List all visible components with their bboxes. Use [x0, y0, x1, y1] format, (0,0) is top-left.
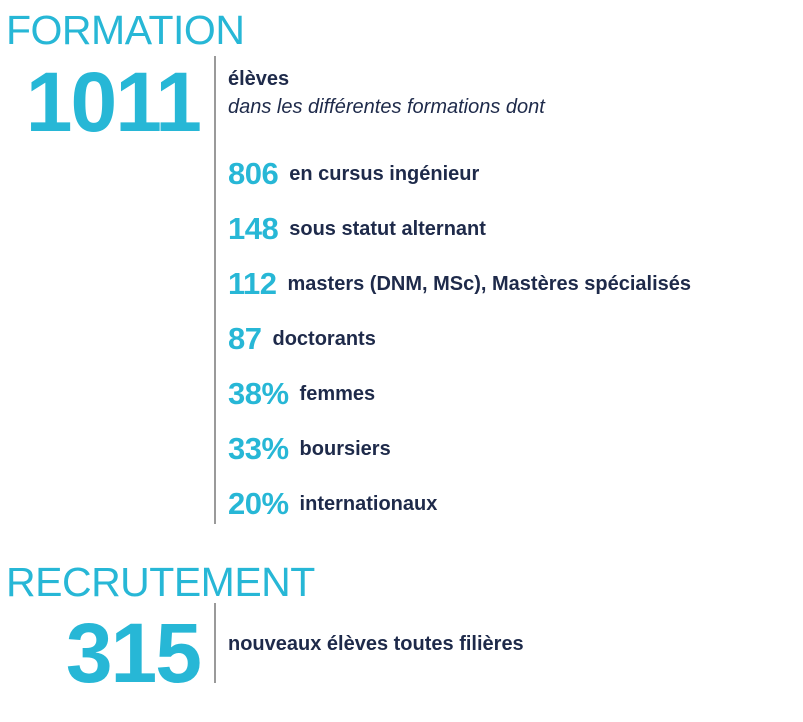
formation-divider [214, 56, 216, 524]
stat-label: boursiers [299, 438, 391, 460]
stat-row-ingenieur: 806 en cursus ingénieur [228, 146, 691, 201]
formation-stats-list: 806 en cursus ingénieur 148 sous statut … [228, 146, 691, 531]
stat-row-internationaux: 20% internationaux [228, 476, 691, 531]
recrutement-total-number: 315 [65, 606, 202, 700]
formation-title: FORMATION [6, 7, 245, 53]
stat-value: 148 [228, 210, 279, 246]
stat-value: 20% [228, 485, 289, 521]
stat-row-alternant: 148 sous statut alternant [228, 201, 691, 256]
stat-value: 33% [228, 430, 289, 466]
formation-total-number: 1011 [25, 55, 202, 149]
stat-label: en cursus ingénieur [289, 163, 480, 185]
stat-row-femmes: 38% femmes [228, 366, 691, 421]
stat-label: femmes [299, 383, 376, 405]
stat-label: sous statut alternant [289, 218, 486, 240]
stat-row-boursiers: 33% boursiers [228, 421, 691, 476]
stat-value: 87 [228, 320, 262, 356]
stat-label: internationaux [299, 493, 438, 515]
stat-value: 806 [228, 155, 279, 191]
stat-row-masters: 112 masters (DNM, MSc), Mastères spécial… [228, 256, 691, 311]
formation-total-subtitle: dans les différentes formations dont [228, 96, 545, 118]
recrutement-divider [214, 603, 216, 683]
formation-total-label: élèves [228, 68, 290, 90]
stat-row-doctorants: 87 doctorants [228, 311, 691, 366]
stat-value: 112 [228, 265, 277, 301]
recrutement-label: nouveaux élèves toutes filières [228, 633, 524, 655]
stat-value: 38% [228, 375, 289, 411]
stat-label: masters (DNM, MSc), Mastères spécialisés [287, 273, 692, 295]
stat-label: doctorants [272, 328, 376, 350]
recrutement-title: RECRUTEMENT [6, 559, 315, 605]
